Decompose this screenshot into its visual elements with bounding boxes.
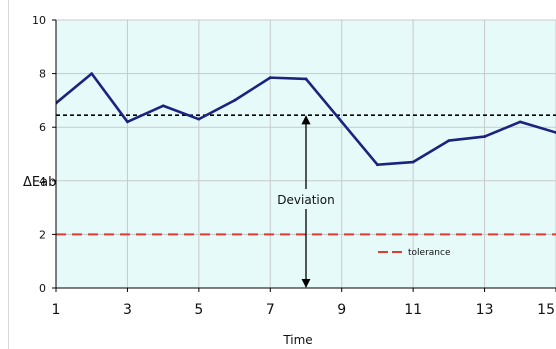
- x-tick-label: 9: [337, 302, 346, 318]
- data-point: [304, 77, 308, 81]
- series-group: [56, 72, 556, 167]
- y-tick-label: 0: [39, 282, 46, 295]
- x-tick-label: 5: [194, 302, 203, 318]
- data-point: [447, 139, 451, 143]
- x-tick-label: 13: [476, 302, 494, 318]
- x-tick-label: 7: [266, 302, 275, 318]
- x-tick-label: 1: [52, 302, 61, 318]
- y-tick-label: 4: [39, 175, 46, 188]
- x-axis-title: Time: [282, 333, 312, 347]
- deviation-annotation: Deviation: [272, 115, 340, 288]
- data-point: [233, 99, 236, 102]
- y-tick-label: 6: [39, 121, 46, 134]
- legend-tolerance-label: tolerance: [408, 248, 451, 258]
- deviation-label: Deviation: [277, 193, 334, 207]
- x-tick-label: 3: [123, 302, 132, 318]
- data-point: [126, 120, 129, 124]
- data-point: [376, 163, 379, 167]
- x-tick-label: 15: [537, 302, 555, 318]
- axes: [52, 19, 556, 292]
- data-point: [340, 120, 344, 124]
- data-point: [197, 117, 201, 121]
- data-point: [161, 104, 165, 108]
- deviation-label-background: [272, 189, 340, 209]
- legend: tolerance: [378, 248, 451, 258]
- y-tick-labels: 0 2 4 6 8 10: [32, 14, 46, 295]
- data-point: [411, 160, 415, 164]
- y-axis-title: ΔEab: [23, 175, 56, 190]
- y-tick-label: 10: [32, 14, 46, 27]
- x-tick-labels: 1 3 5 7 9 11 13 15: [52, 302, 555, 318]
- data-point: [518, 120, 522, 124]
- data-point: [483, 135, 486, 138]
- y-tick-label: 8: [39, 68, 46, 81]
- data-point: [268, 76, 272, 80]
- x-tick-label: 11: [404, 302, 422, 318]
- data-point: [90, 72, 94, 75]
- y-tick-label: 2: [39, 228, 46, 241]
- page-left-border: [8, 0, 9, 349]
